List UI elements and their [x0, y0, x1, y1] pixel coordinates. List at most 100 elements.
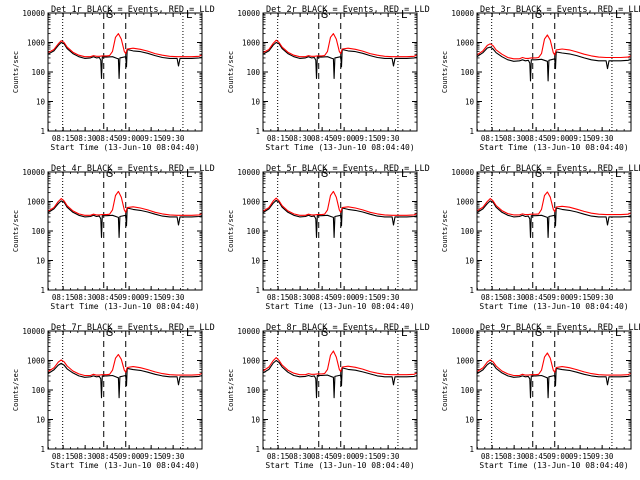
y-tick-label: 10 [465, 98, 475, 107]
x-tick-label: 09:30 [591, 134, 614, 143]
y-tick-label: 10000 [237, 327, 260, 336]
x-tick-label: 08:45 [311, 293, 334, 302]
y-tick-label: 100 [460, 227, 474, 236]
x-tick-label: 09:30 [591, 452, 614, 461]
y-tick-label: 10000 [237, 9, 260, 18]
x-tick-label: 09:15 [355, 452, 378, 461]
x-tick-label: 09:00 [333, 134, 356, 143]
x-tick-label: 09:15 [569, 452, 592, 461]
lld-series-line [476, 352, 632, 377]
y-tick-label: 1000 [242, 198, 261, 207]
x-tick-label: 08:45 [96, 293, 119, 302]
marker-label: L [401, 167, 408, 180]
panel-title: Det 3r BLACK = Events, RED = LLD [480, 5, 640, 15]
lld-series-line [262, 190, 418, 216]
x-tick-label: 09:30 [377, 452, 400, 461]
marker-label: L [615, 8, 622, 21]
x-tick-label: 09:30 [162, 293, 185, 302]
y-tick-label: 1000 [27, 357, 46, 366]
y-tick-label: 100 [246, 386, 260, 395]
y-tick-label: 1000 [456, 357, 475, 366]
x-tick-label: 08:15 [267, 134, 290, 143]
x-tick-label: 09:15 [355, 293, 378, 302]
panel-title: Det 2r BLACK = Events, RED = LLD [266, 5, 430, 15]
marker-label: S [322, 8, 329, 21]
detector-panel: Det 6r BLACK = Events, RED = LLD Counts/s… [441, 164, 640, 311]
y-tick-label: 1000 [242, 39, 261, 48]
x-tick-label: 09:15 [355, 134, 378, 143]
x-axis-label: Start Time (13-Jun-10 08:04:40) [265, 302, 414, 311]
y-tick-label: 100 [31, 386, 45, 395]
x-tick-label: 08:45 [311, 134, 334, 143]
detector-panel: Det 5r BLACK = Events, RED = LLD Counts/s… [227, 164, 430, 311]
marker-label: S [536, 8, 543, 21]
x-tick-label: 09:00 [547, 452, 570, 461]
lld-series-line [47, 190, 203, 216]
y-tick-label: 10000 [451, 9, 474, 18]
y-tick-label: 10000 [451, 327, 474, 336]
x-tick-label: 09:00 [118, 134, 141, 143]
panel-title: Det 5r BLACK = Events, RED = LLD [266, 164, 430, 174]
x-tick-label: 09:00 [547, 134, 570, 143]
x-tick-label: 08:45 [525, 452, 548, 461]
x-axis-label: Start Time (13-Jun-10 08:04:40) [50, 143, 199, 152]
detector-panel: Det 8r BLACK = Events, RED = LLD Counts/s… [227, 323, 430, 470]
detector-panel: Det 4r BLACK = Events, RED = LLD Counts/s… [12, 164, 215, 311]
y-tick-label: 100 [246, 227, 260, 236]
marker-label: S [536, 326, 543, 339]
panel-title: Det 8r BLACK = Events, RED = LLD [266, 323, 430, 333]
marker-label: S [107, 167, 114, 180]
x-axis-label: Start Time (13-Jun-10 08:04:40) [265, 461, 414, 470]
events-series-line [262, 199, 418, 239]
x-tick-label: 08:15 [52, 134, 75, 143]
y-tick-label: 1 [40, 127, 45, 136]
y-axis-label: Counts/sec [12, 369, 20, 411]
lld-series-line [262, 350, 418, 376]
y-tick-label: 100 [460, 68, 474, 77]
y-tick-label: 1000 [27, 198, 46, 207]
panel-title: Det 4r BLACK = Events, RED = LLD [51, 164, 215, 174]
lld-series-line [47, 33, 203, 58]
y-axis-label: Counts/sec [227, 369, 235, 411]
y-axis-label: Counts/sec [441, 210, 449, 252]
marker-label: L [401, 326, 408, 339]
y-tick-label: 1 [40, 286, 45, 295]
panel-title: Det 1r BLACK = Events, RED = LLD [51, 5, 215, 15]
x-tick-label: 09:15 [569, 293, 592, 302]
y-tick-label: 1 [469, 445, 474, 454]
y-tick-label: 10 [36, 257, 46, 266]
plot-frame [476, 12, 632, 132]
panel-title: Det 9r BLACK = Events, RED = LLD [480, 323, 640, 333]
y-tick-label: 10 [36, 98, 46, 107]
y-tick-label: 10000 [22, 327, 45, 336]
x-axis-label: Start Time (13-Jun-10 08:04:40) [479, 461, 628, 470]
x-tick-label: 08:30 [503, 134, 526, 143]
y-axis-label: Counts/sec [12, 210, 20, 252]
x-tick-label: 08:15 [481, 134, 504, 143]
y-tick-label: 10 [251, 98, 261, 107]
y-tick-label: 1 [469, 127, 474, 136]
lld-series-line [476, 34, 632, 60]
y-tick-label: 10 [251, 416, 261, 425]
marker-label: L [615, 326, 622, 339]
panel-title: Det 7r BLACK = Events, RED = LLD [51, 323, 215, 333]
events-series-line [47, 200, 203, 239]
events-series-line [476, 200, 632, 239]
marker-label: S [322, 326, 329, 339]
events-series-line [47, 41, 203, 80]
x-tick-label: 09:30 [377, 134, 400, 143]
y-tick-label: 1 [255, 286, 260, 295]
x-tick-label: 09:00 [118, 452, 141, 461]
y-axis-label: Counts/sec [227, 51, 235, 93]
y-tick-label: 10 [251, 257, 261, 266]
events-series-line [476, 46, 632, 82]
detector-panel: Det 9r BLACK = Events, RED = LLD Counts/s… [441, 323, 640, 470]
y-tick-label: 1000 [456, 198, 475, 207]
x-tick-label: 08:45 [311, 452, 334, 461]
x-tick-label: 08:15 [267, 293, 290, 302]
x-tick-label: 09:00 [118, 293, 141, 302]
x-tick-label: 08:15 [481, 293, 504, 302]
x-tick-label: 08:45 [525, 134, 548, 143]
plot-frame [262, 330, 418, 450]
